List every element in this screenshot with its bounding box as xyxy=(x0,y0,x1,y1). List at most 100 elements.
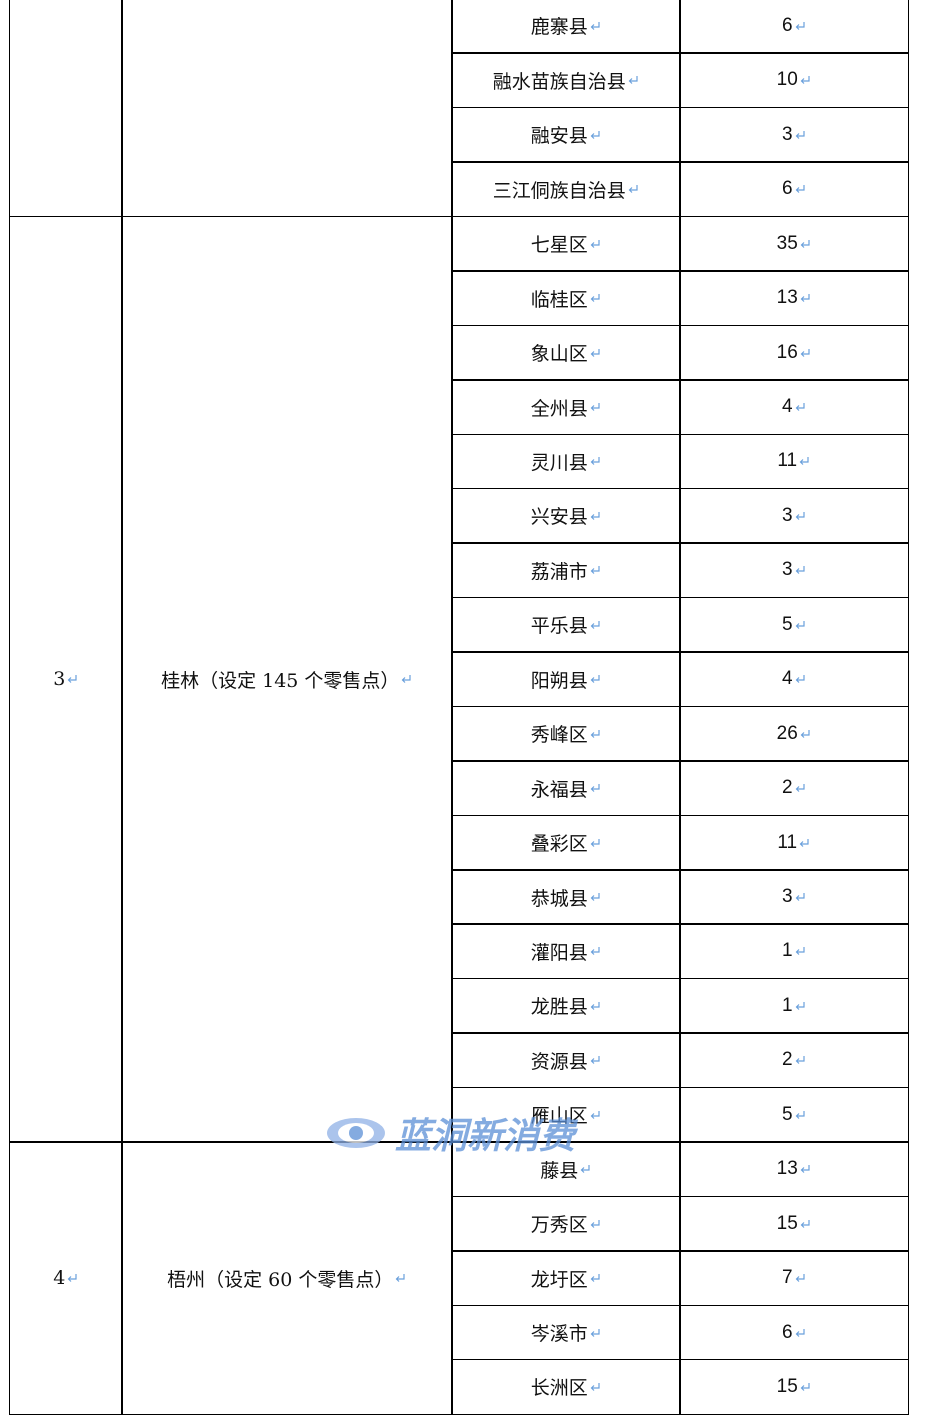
cell-text: 6 xyxy=(781,14,793,36)
count-cell: 6 xyxy=(679,161,909,218)
cell-text: 3 xyxy=(781,886,793,907)
district-cell: 永福县 xyxy=(451,760,681,817)
return-mark xyxy=(590,1110,600,1119)
return-mark xyxy=(67,675,77,684)
count-cell: 5 xyxy=(679,1086,909,1143)
count-cell: 6 xyxy=(679,0,909,54)
district-cell: 全州县 xyxy=(451,379,681,436)
cell-text: 4 xyxy=(781,668,793,690)
return-mark xyxy=(590,130,600,139)
return-mark xyxy=(795,784,805,793)
watermark-text: 蓝洞新消费 xyxy=(395,1116,576,1157)
return-mark xyxy=(402,675,412,684)
return-mark xyxy=(590,294,600,303)
return-mark xyxy=(795,130,805,139)
return-mark xyxy=(590,784,600,793)
return-mark xyxy=(590,566,600,575)
cell-text: 26 xyxy=(776,722,798,744)
district-cell: 雁山区 xyxy=(451,1086,681,1143)
count-cell: 3 xyxy=(679,542,909,599)
cell-text: 岑溪市 xyxy=(530,1323,588,1346)
return-mark xyxy=(795,566,805,575)
count-cell: 3 xyxy=(679,869,909,925)
cell-text: 16 xyxy=(776,341,798,363)
cell-text: 秀峰区 xyxy=(530,724,588,747)
return-mark xyxy=(590,239,600,248)
district-cell: 长洲区 xyxy=(451,1359,681,1415)
cell-text: 荔浦市 xyxy=(530,560,588,583)
count-cell: 13 xyxy=(679,1141,909,1198)
cell-text: 13 xyxy=(776,1158,798,1180)
cell-text: 10 xyxy=(776,69,798,91)
count-cell: 16 xyxy=(679,324,909,381)
return-mark xyxy=(590,1056,600,1065)
count-cell: 7 xyxy=(679,1250,909,1307)
count-cell: 15 xyxy=(679,1195,909,1252)
return-mark xyxy=(795,511,805,520)
cell-text: 7 xyxy=(781,1267,793,1289)
district-cell: 藤县 xyxy=(451,1141,681,1198)
district-cell: 龙圩区 xyxy=(451,1250,681,1307)
return-mark xyxy=(800,1165,810,1174)
return-mark xyxy=(590,511,600,520)
cell-text: 叠彩区 xyxy=(530,833,588,856)
return-mark xyxy=(590,348,600,357)
return-mark xyxy=(795,675,805,684)
district-cell: 万秀区 xyxy=(451,1195,681,1252)
return-mark xyxy=(800,239,810,248)
district-cell: 兴安县 xyxy=(451,487,681,544)
cell-text: 融安县 xyxy=(530,125,588,148)
return-mark xyxy=(590,620,600,629)
cell-text: 11 xyxy=(777,831,798,853)
cell-text: 灌阳县 xyxy=(530,941,588,964)
return-mark xyxy=(590,729,600,738)
return-mark xyxy=(795,893,805,901)
count-cell: 2 xyxy=(679,760,909,817)
return-mark xyxy=(590,947,600,956)
return-mark xyxy=(628,185,638,194)
district-cell: 叠彩区 xyxy=(451,814,681,871)
cell-text: 2 xyxy=(781,777,793,799)
return-mark xyxy=(799,457,809,466)
return-mark xyxy=(590,403,600,411)
count-cell: 35 xyxy=(679,215,909,272)
cell-text: 鹿寨县 xyxy=(530,16,588,39)
count-cell: 13 xyxy=(679,270,909,327)
count-cell: 4 xyxy=(679,651,909,708)
number-cell xyxy=(9,0,123,218)
cell-text: 融水苗族自治县 xyxy=(492,70,626,93)
cell-text: 15 xyxy=(776,1375,798,1397)
city-cell: 梧州（设定 60 个零售点） xyxy=(121,1141,453,1415)
cell-text: 龙胜县 xyxy=(530,996,588,1019)
cell-text: 1 xyxy=(781,940,793,962)
district-cell: 鹿寨县 xyxy=(451,0,681,54)
district-cell: 融安县 xyxy=(451,106,681,163)
return-mark xyxy=(795,21,805,30)
return-mark xyxy=(590,1328,600,1337)
return-mark xyxy=(799,838,809,847)
watermark: 蓝洞新消费 xyxy=(325,1108,615,1158)
return-mark xyxy=(590,893,600,901)
cell-text: 雁山区 xyxy=(530,1105,588,1128)
return-mark xyxy=(590,457,600,466)
cell-text: 35 xyxy=(776,232,798,254)
count-cell: 1 xyxy=(679,977,909,1034)
return-mark xyxy=(590,21,600,30)
cell-text: 1 xyxy=(781,994,793,1016)
cell-text: 灵川县 xyxy=(530,451,588,474)
return-mark xyxy=(795,185,805,194)
return-mark xyxy=(590,838,600,847)
cell-text: 6 xyxy=(781,178,793,200)
cell-text: 阳朔县 xyxy=(530,669,588,692)
count-cell: 2 xyxy=(679,1032,909,1089)
number-cell: 4 xyxy=(9,1141,123,1415)
cell-text: 5 xyxy=(781,613,793,635)
return-mark xyxy=(800,1382,810,1391)
district-cell: 阳朔县 xyxy=(451,651,681,708)
district-cell: 灌阳县 xyxy=(451,923,681,980)
return-mark xyxy=(800,348,810,357)
return-mark xyxy=(795,403,805,411)
return-mark xyxy=(590,675,600,684)
return-mark xyxy=(800,76,810,85)
